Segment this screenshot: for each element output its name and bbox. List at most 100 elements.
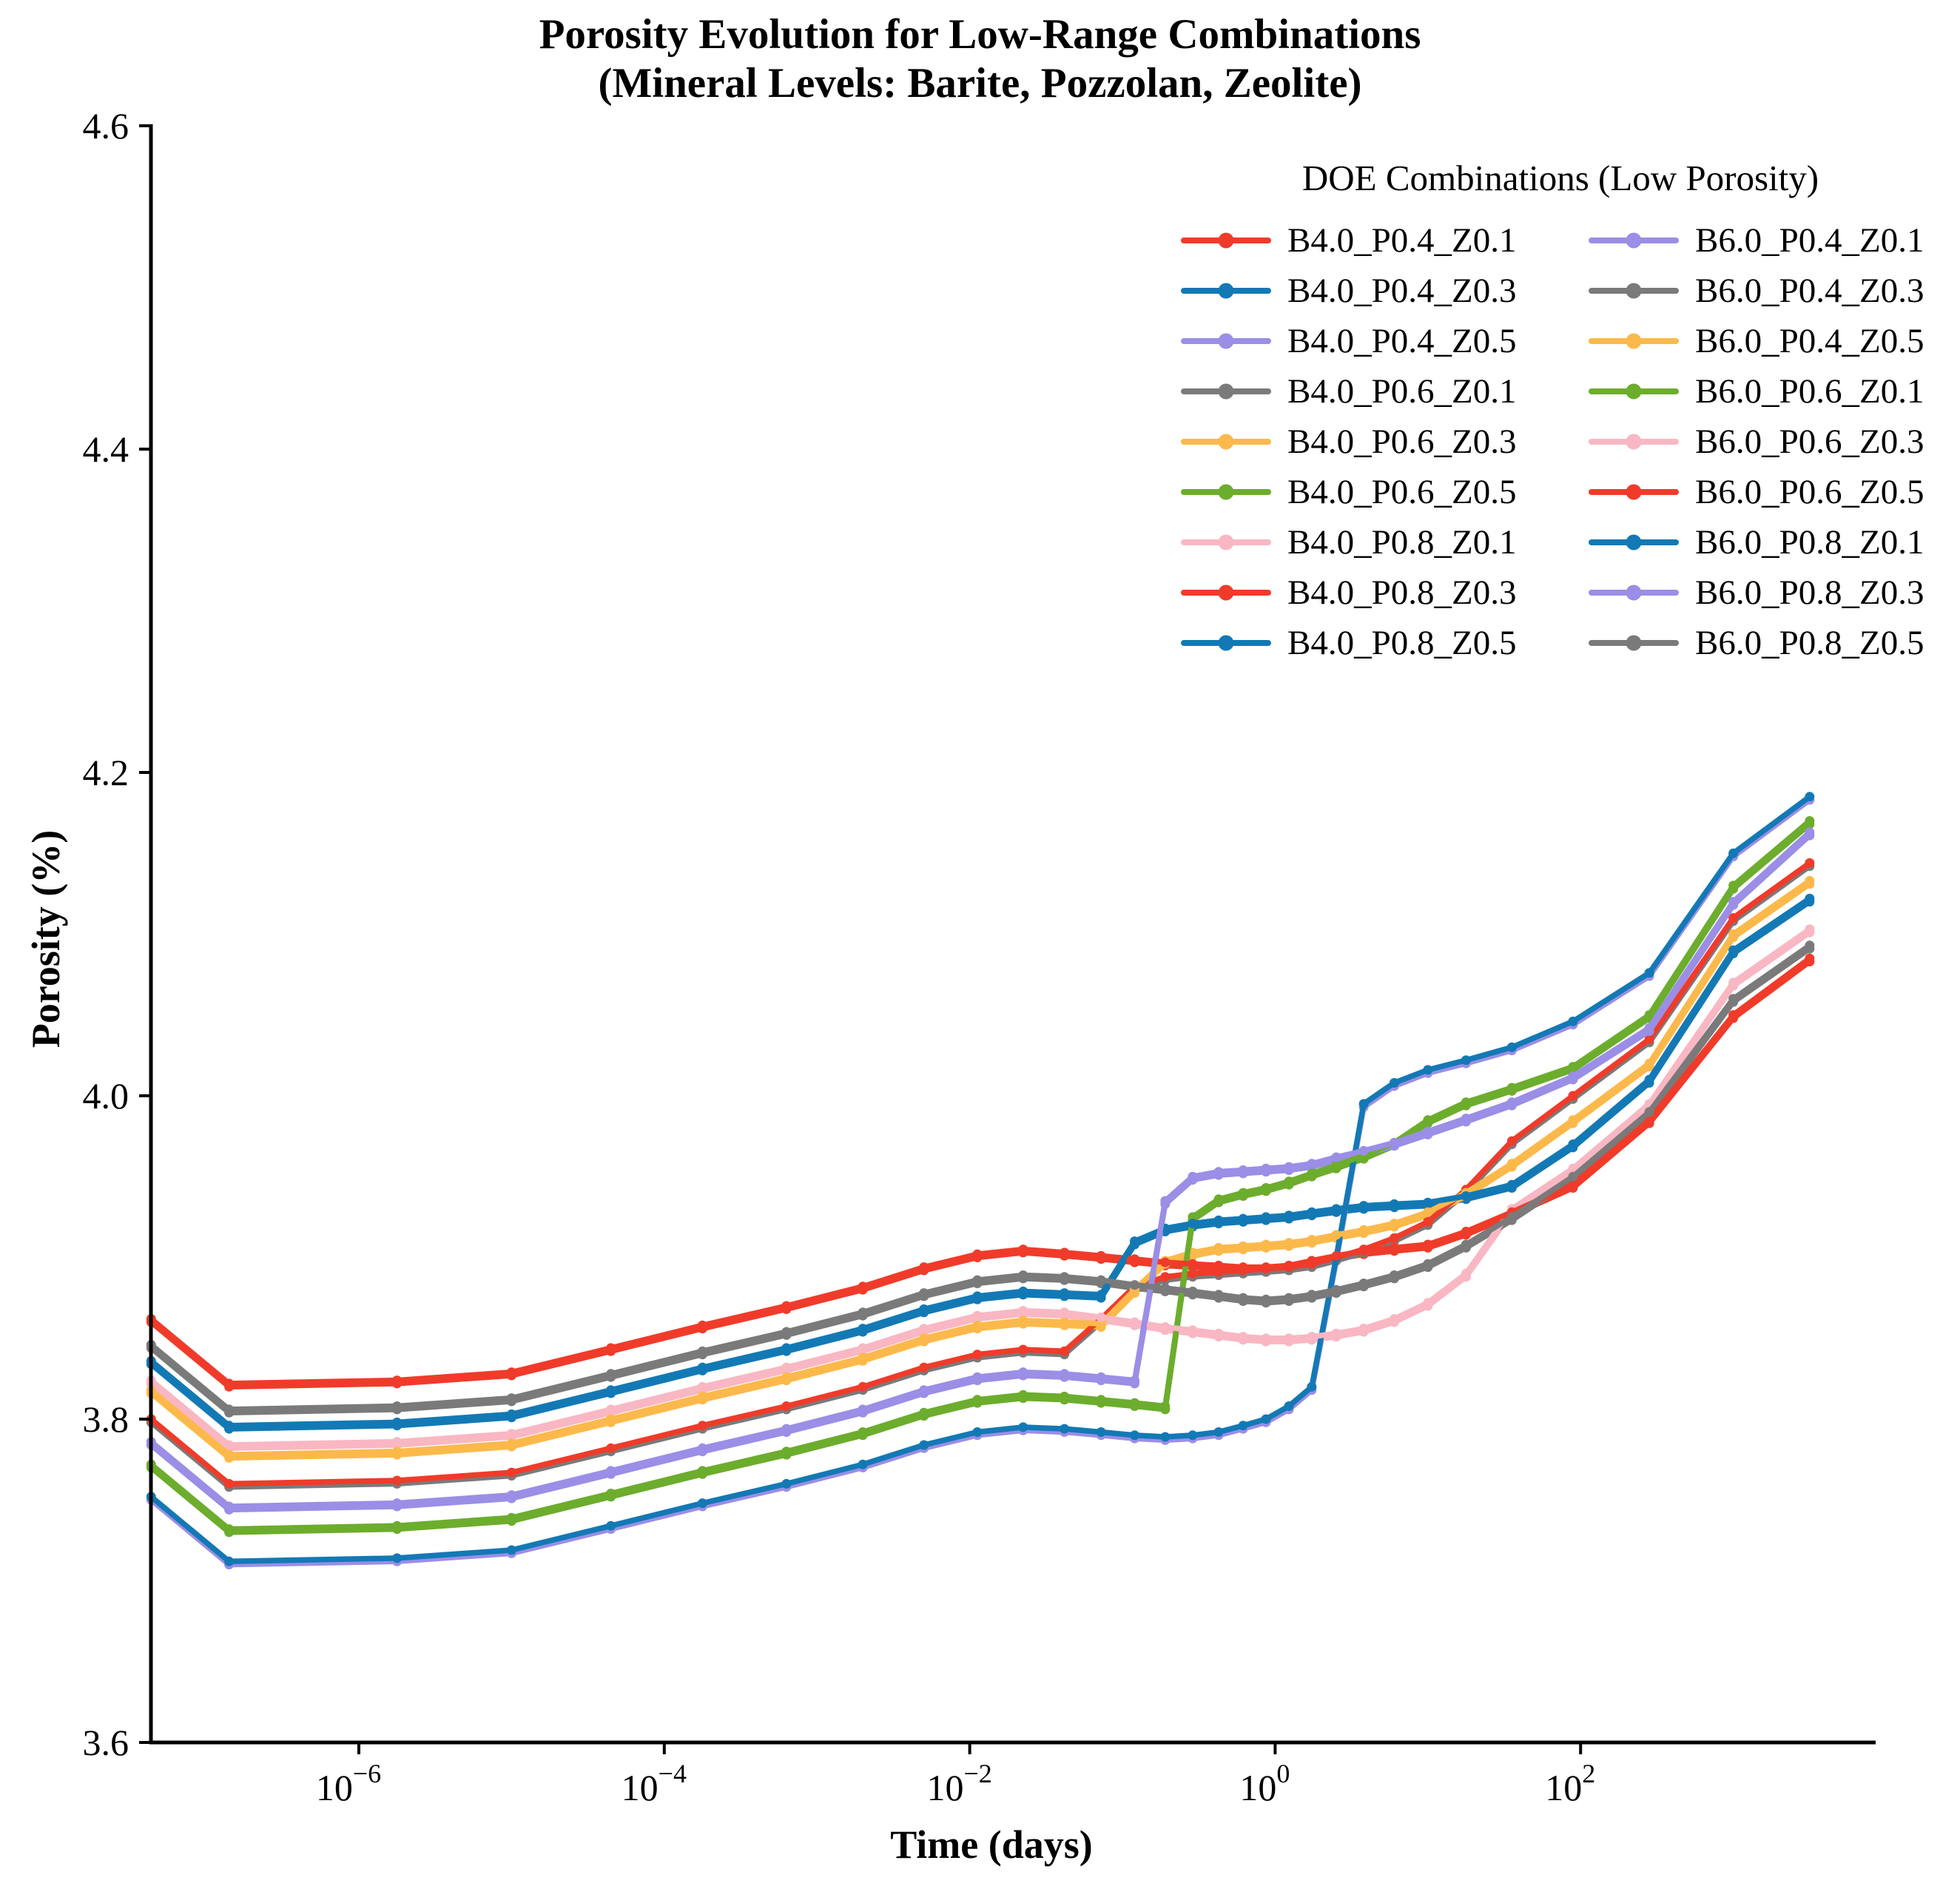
data-point xyxy=(1307,1207,1317,1217)
data-point xyxy=(1389,1270,1399,1280)
data-point xyxy=(1130,1398,1139,1408)
data-point xyxy=(1461,1114,1471,1124)
data-point xyxy=(1160,1432,1171,1442)
data-point xyxy=(1568,1091,1578,1101)
data-point xyxy=(1130,1236,1139,1247)
data-point xyxy=(1096,1372,1106,1382)
data-point xyxy=(606,1520,616,1531)
data-point xyxy=(1461,1191,1471,1201)
data-point xyxy=(1060,1317,1070,1327)
data-point xyxy=(1728,945,1739,955)
data-point xyxy=(1423,1197,1433,1208)
data-point xyxy=(781,1424,792,1434)
legend-item-label: B4.0_P0.8_Z0.1 xyxy=(1287,523,1517,562)
legend-item-B6.0_P0.8_Z0.1: B6.0_P0.8_Z0.1 xyxy=(1589,522,1953,562)
data-point xyxy=(697,1346,707,1356)
legend-item-label: B6.0_P0.6_Z0.1 xyxy=(1695,372,1924,411)
data-point xyxy=(972,1320,983,1330)
data-point xyxy=(1568,1179,1578,1190)
legend-item-B6.0_P0.6_Z0.5: B6.0_P0.6_Z0.5 xyxy=(1589,472,1953,512)
data-point xyxy=(1284,1162,1294,1172)
data-point xyxy=(1130,1254,1139,1264)
data-point xyxy=(1728,994,1739,1004)
data-point xyxy=(1331,1328,1341,1338)
legend-marker-icon xyxy=(1218,434,1234,450)
data-point xyxy=(1389,1199,1399,1209)
data-point xyxy=(919,1407,929,1418)
y-tick-label: 4.4 xyxy=(83,428,129,470)
chart-title: Porosity Evolution for Low-Range Combina… xyxy=(539,11,1421,58)
y-tick-label: 3.8 xyxy=(83,1398,129,1440)
legend-item-label: B6.0_P0.8_Z0.5 xyxy=(1695,624,1924,662)
data-point xyxy=(1130,1430,1139,1441)
data-point xyxy=(506,1429,516,1439)
data-point xyxy=(1261,1212,1271,1222)
legend-item-B4.0_P0.8_Z0.5: B4.0_P0.8_Z0.5 xyxy=(1181,623,1546,663)
legend-item-label: B6.0_P0.4_Z0.5 xyxy=(1695,322,1924,360)
data-point xyxy=(919,1304,929,1314)
data-point xyxy=(1644,1107,1654,1117)
y-tick-label: 4.0 xyxy=(83,1075,129,1117)
data-point xyxy=(972,1395,983,1405)
legend-item-label: B4.0_P0.8_Z0.5 xyxy=(1287,624,1517,662)
legend-line-icon xyxy=(1589,434,1679,450)
legend-item-label: B4.0_P0.4_Z0.5 xyxy=(1287,322,1517,360)
data-point xyxy=(1728,880,1739,891)
data-point xyxy=(1331,1250,1341,1261)
data-point xyxy=(392,1498,403,1509)
data-point xyxy=(392,1520,403,1531)
data-point xyxy=(1423,1126,1433,1136)
data-point xyxy=(1238,1213,1248,1224)
legend-line-icon xyxy=(1589,534,1679,550)
data-point xyxy=(392,1401,403,1411)
data-point xyxy=(1506,1136,1517,1146)
data-point xyxy=(1188,1325,1198,1336)
data-point xyxy=(1506,1082,1517,1093)
data-point xyxy=(224,1449,235,1460)
data-point xyxy=(1018,1316,1028,1326)
data-point xyxy=(606,1343,616,1353)
data-point xyxy=(1261,1183,1271,1193)
data-point xyxy=(858,1353,868,1363)
data-point xyxy=(972,1275,983,1285)
legend-line-icon xyxy=(1589,585,1679,601)
data-point xyxy=(606,1466,616,1476)
legend-item-label: B4.0_P0.6_Z0.5 xyxy=(1287,473,1517,511)
data-point xyxy=(1805,858,1815,868)
data-point xyxy=(1188,1286,1198,1296)
data-point xyxy=(1358,1201,1369,1211)
data-point xyxy=(781,1362,792,1373)
data-point xyxy=(1331,1160,1341,1171)
data-point xyxy=(1805,924,1815,934)
series-markers-B6.0_P0.8_Z0.1 xyxy=(146,893,1815,1431)
series-line-B4.0_P0.4_Z0.3 xyxy=(148,899,1813,1432)
data-point xyxy=(1284,1293,1294,1303)
data-point xyxy=(1423,1207,1433,1217)
data-point xyxy=(1389,1137,1399,1148)
data-point xyxy=(1238,1332,1248,1342)
data-point xyxy=(1188,1268,1198,1279)
data-point xyxy=(224,1478,235,1489)
data-point xyxy=(1805,953,1815,963)
data-point xyxy=(858,1404,868,1415)
legend-item-B6.0_P0.4_Z0.3: B6.0_P0.4_Z0.3 xyxy=(1589,271,1953,311)
data-point xyxy=(697,1443,707,1453)
x-tick-label: 102 xyxy=(1545,1759,1595,1808)
y-axis-label: Porosity (%) xyxy=(24,829,68,1048)
x-axis-label: Time (days) xyxy=(890,1822,1093,1867)
data-point xyxy=(506,1467,516,1478)
data-point xyxy=(1213,1260,1224,1270)
data-point xyxy=(1018,1422,1028,1432)
legend-marker-icon xyxy=(1626,283,1642,299)
data-point xyxy=(1261,1262,1271,1273)
legend-item-B4.0_P0.4_Z0.5: B4.0_P0.4_Z0.5 xyxy=(1181,321,1546,361)
data-point xyxy=(1130,1317,1139,1327)
data-point xyxy=(1423,1298,1433,1308)
data-point xyxy=(1728,929,1739,939)
data-point xyxy=(1461,1239,1471,1250)
data-point xyxy=(1096,1312,1106,1322)
data-point xyxy=(1461,1268,1471,1279)
legend-item-label: B6.0_P0.6_Z0.3 xyxy=(1695,422,1924,461)
data-point xyxy=(1213,1194,1224,1205)
data-point xyxy=(1307,1159,1317,1169)
